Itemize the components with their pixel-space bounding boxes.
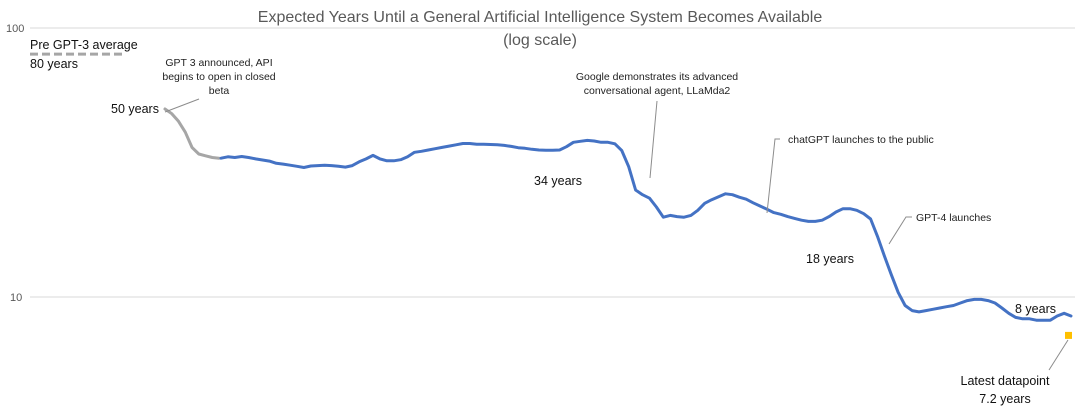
gpt4-leader-line	[888, 216, 912, 245]
latest-datapoint-marker	[1065, 331, 1072, 339]
gpt4-annotation: GPT-4 launches	[916, 212, 991, 224]
series-main-line	[219, 138, 1073, 322]
y-tick-label-10: 10	[10, 292, 22, 304]
google-leader-line	[649, 100, 658, 179]
chart-subtitle: (log scale)	[503, 32, 577, 49]
value-label-34: 34 years	[534, 174, 582, 188]
gpt3-annotation-line3: beta	[209, 85, 230, 97]
value-label-50: 50 years	[111, 102, 159, 116]
latest-datapoint-value-label: 7.2 years	[979, 392, 1030, 406]
gpt3-annotation-line2: begins to open in closed	[162, 71, 275, 83]
value-label-18: 18 years	[806, 252, 854, 266]
gpt3-annotation-line1: GPT 3 announced, API	[165, 57, 272, 69]
chart-title: Expected Years Until a General Artificia…	[258, 9, 823, 26]
value-label-8: 8 years	[1015, 302, 1056, 316]
chatgpt-annotation: chatGPT launches to the public	[788, 134, 934, 146]
chatgpt-leader-line	[766, 138, 780, 214]
baseline-label: Pre GPT-3 average	[30, 38, 138, 52]
google-annotation-line2: conversational agent, LLaMda2	[584, 85, 731, 97]
gpt3-leader-line	[164, 98, 200, 113]
y-tick-label-100: 100	[6, 23, 24, 35]
latest-datapoint-label: Latest datapoint	[961, 374, 1050, 388]
latest-leader-line	[1048, 339, 1069, 371]
baseline-value-label: 80 years	[30, 57, 78, 71]
google-annotation-line1: Google demonstrates its advanced	[576, 71, 738, 83]
series-early-line	[163, 107, 221, 160]
